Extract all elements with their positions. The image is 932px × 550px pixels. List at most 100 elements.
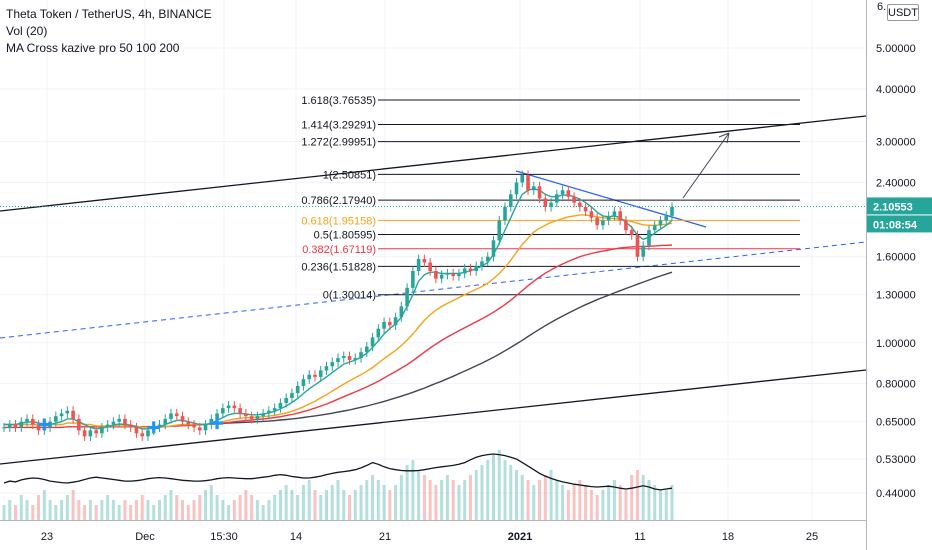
countdown-badge	[867, 215, 932, 233]
candle-body	[531, 186, 536, 191]
candle-body	[652, 225, 657, 231]
chart-legend: Theta Token / TetherUS, 4h, BINANCE Vol …	[6, 6, 212, 57]
candle-body	[595, 217, 599, 226]
volume-bar	[515, 470, 519, 520]
price-axis-label: 0.53000	[876, 454, 916, 466]
volume-bar	[77, 500, 81, 520]
time-axis-label: 18	[722, 531, 734, 543]
candle-body	[393, 317, 398, 326]
candle-body	[169, 413, 173, 419]
candle-body	[255, 416, 260, 419]
candle-body	[146, 430, 150, 437]
volume-bar	[232, 500, 236, 520]
volume-bar	[664, 490, 668, 520]
volume-bar	[336, 480, 340, 520]
target-arrow-line	[682, 132, 730, 199]
volume-bar	[227, 505, 231, 520]
candle-body	[503, 206, 507, 221]
candle-body	[59, 413, 64, 417]
volume-bar	[94, 505, 98, 520]
candle-body	[526, 174, 530, 191]
ma-indicator-label[interactable]: MA Cross kazive pro 50 100 200	[6, 41, 180, 55]
volume-bar	[480, 465, 484, 520]
candle-body	[491, 240, 496, 257]
candle-body	[94, 430, 98, 434]
price-axis-top-label: 6.	[877, 1, 886, 13]
volume-bar	[624, 490, 628, 520]
volume-bar	[486, 460, 490, 520]
volume-bar	[186, 505, 190, 520]
volume-bar	[117, 505, 121, 520]
upper-channel-line	[0, 115, 867, 212]
candle-body	[353, 358, 358, 361]
volume-bar	[566, 490, 570, 520]
cross-marker-icon	[147, 421, 160, 434]
volume-bar	[595, 495, 599, 520]
volume-bar	[388, 490, 392, 520]
volume-bar	[503, 460, 507, 520]
candle-body	[364, 346, 369, 353]
volume-bar	[555, 480, 559, 520]
candle-body	[341, 356, 346, 359]
volume-bar	[538, 480, 542, 520]
time-axis-label: 21	[379, 531, 391, 543]
time-axis-label: 14	[290, 531, 302, 543]
volume-bar	[146, 500, 150, 520]
candle-body	[399, 306, 404, 318]
volume-bar	[140, 495, 144, 520]
candle-body	[566, 190, 571, 197]
candle-body	[411, 271, 415, 288]
candle-body	[36, 424, 41, 431]
candle-body	[65, 410, 70, 414]
candle-body	[30, 418, 35, 425]
volume-bar	[641, 475, 645, 520]
ma-fast-line	[4, 187, 673, 430]
candle-body	[359, 352, 363, 359]
candle-body	[462, 268, 467, 274]
candle-body	[560, 190, 565, 195]
volume-bar	[261, 505, 265, 520]
volume-bar	[2, 505, 6, 520]
volume-bar	[532, 485, 536, 520]
candle-body	[612, 211, 617, 216]
volume-bar	[307, 480, 311, 520]
volume-bar	[25, 500, 29, 520]
volume-bar	[434, 485, 438, 520]
volume-bar	[31, 505, 35, 520]
volume-bar	[630, 475, 634, 520]
volume-bar	[54, 505, 58, 520]
currency-selector[interactable]: USDT	[887, 4, 919, 21]
candle-body	[324, 366, 329, 371]
volume-bar	[635, 470, 639, 520]
volume-bar	[106, 495, 110, 520]
candle-body	[445, 273, 450, 275]
symbol-title[interactable]: Theta Token / TetherUS, 4h, BINANCE	[6, 7, 212, 21]
price-axis-label: 0.80000	[876, 379, 916, 391]
candle-body	[641, 245, 646, 257]
volume-bar	[618, 485, 622, 520]
volume-bar	[342, 490, 346, 520]
candle-body	[439, 274, 444, 279]
candle-body	[474, 266, 479, 272]
volume-bar	[209, 485, 213, 520]
volume-bar	[330, 485, 334, 520]
volume-bar	[497, 450, 501, 520]
volume-bar	[578, 480, 582, 520]
candle-body	[664, 215, 669, 221]
volume-bar	[296, 495, 300, 520]
candle-body	[434, 271, 438, 279]
candle-body	[13, 424, 18, 428]
volume-bar	[255, 500, 259, 520]
target-arrow-head-icon	[718, 132, 730, 144]
volume-ma-line	[3, 453, 673, 491]
volume-indicator-label[interactable]: Vol (20)	[6, 24, 48, 38]
volume-bar	[181, 500, 185, 520]
candle-body	[54, 416, 58, 422]
price-axis-label: 4.00000	[876, 84, 916, 96]
volume-bar	[19, 495, 23, 520]
fib-level-label: 0(1.30014)	[323, 290, 376, 302]
volume-bar	[204, 490, 208, 520]
volume-bar	[250, 495, 254, 520]
fib-level-label: 1.618(3.76535)	[301, 95, 376, 107]
